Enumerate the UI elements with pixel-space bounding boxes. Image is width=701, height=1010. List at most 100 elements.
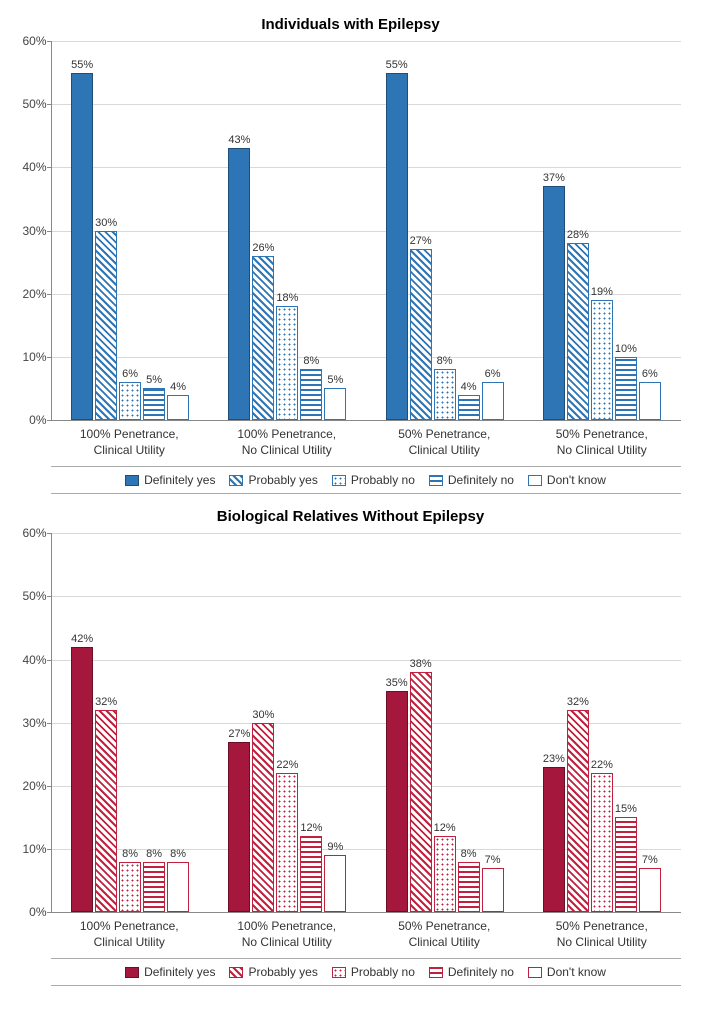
bar <box>639 868 661 912</box>
xlabel: 100% Penetrance,Clinical Utility <box>51 913 209 950</box>
bar-value-label: 10% <box>615 343 637 355</box>
bar-value-label: 42% <box>71 633 93 645</box>
bar <box>543 767 565 912</box>
bar <box>591 773 613 912</box>
bar-wrap: 7% <box>482 533 504 912</box>
bar <box>615 817 637 912</box>
ytick-label: 30% <box>12 224 47 238</box>
bar <box>458 862 480 913</box>
bar-wrap: 43% <box>228 41 250 420</box>
bar-wrap: 10% <box>615 41 637 420</box>
legend-label: Probably no <box>351 965 415 979</box>
bar-value-label: 19% <box>591 286 613 298</box>
bar-group: 23%32%22%15%7% <box>523 533 680 912</box>
bar <box>119 382 141 420</box>
bar-wrap: 22% <box>591 533 613 912</box>
legend-label: Don't know <box>547 473 606 487</box>
ytick-label: 50% <box>12 97 47 111</box>
bar-value-label: 26% <box>252 242 274 254</box>
ytick-label: 60% <box>12 526 47 540</box>
bar-wrap: 55% <box>71 41 93 420</box>
bar-group: 43%26%18%8%5% <box>209 41 366 420</box>
chart-epilepsy-xlabels: 100% Penetrance,Clinical Utility100% Pen… <box>51 421 681 458</box>
bar-value-label: 28% <box>567 229 589 241</box>
bar-wrap: 38% <box>410 533 432 912</box>
bar <box>482 868 504 912</box>
bar-value-label: 4% <box>170 381 186 393</box>
bar-value-label: 22% <box>276 759 298 771</box>
bar <box>482 382 504 420</box>
bar-group: 55%27%8%4%6% <box>366 41 523 420</box>
ytick-label: 0% <box>12 905 47 919</box>
bar-wrap: 27% <box>410 41 432 420</box>
bar <box>434 836 456 912</box>
ytick-label: 20% <box>12 779 47 793</box>
bar <box>276 773 298 912</box>
chart-relatives-container: Biological Relatives Without Epilepsy0%1… <box>11 508 691 986</box>
bar-value-label: 6% <box>642 368 658 380</box>
bar-wrap: 8% <box>434 41 456 420</box>
bar-wrap: 23% <box>543 533 565 912</box>
bar-value-label: 8% <box>461 848 477 860</box>
legend-swatch <box>229 475 243 486</box>
legend-item: Don't know <box>528 965 606 979</box>
bar <box>228 742 250 913</box>
bar-wrap: 4% <box>458 41 480 420</box>
bar-wrap: 7% <box>639 533 661 912</box>
chart-epilepsy-title: Individuals with Epilepsy <box>11 16 691 33</box>
chart-epilepsy-groups: 55%30%6%5%4%43%26%18%8%5%55%27%8%4%6%37%… <box>52 41 681 420</box>
bar <box>95 710 117 912</box>
bar-value-label: 7% <box>642 854 658 866</box>
legend-label: Probably yes <box>248 473 317 487</box>
bar-wrap: 35% <box>386 533 408 912</box>
bar-value-label: 6% <box>122 368 138 380</box>
legend-swatch <box>429 967 443 978</box>
ytick-label: 0% <box>12 413 47 427</box>
bar <box>386 691 408 912</box>
legend-item: Probably no <box>332 965 415 979</box>
bar <box>276 306 298 420</box>
bar-value-label: 27% <box>228 728 250 740</box>
bar-value-label: 5% <box>146 374 162 386</box>
xlabel: 50% Penetrance,Clinical Utility <box>366 421 524 458</box>
bar <box>615 357 637 420</box>
bar <box>252 256 274 420</box>
bar <box>119 862 141 913</box>
bar <box>410 249 432 420</box>
bar-value-label: 15% <box>615 803 637 815</box>
legend-item: Probably no <box>332 473 415 487</box>
bar-wrap: 30% <box>95 41 117 420</box>
bar <box>300 836 322 912</box>
legend-item: Definitely no <box>429 473 514 487</box>
legend-swatch <box>332 967 346 978</box>
bar-value-label: 32% <box>95 696 117 708</box>
bar-value-label: 12% <box>434 822 456 834</box>
bar <box>591 300 613 420</box>
bar-value-label: 37% <box>543 172 565 184</box>
legend-swatch <box>429 475 443 486</box>
bar-wrap: 22% <box>276 533 298 912</box>
bar-wrap: 8% <box>458 533 480 912</box>
bar-wrap: 37% <box>543 41 565 420</box>
bar-wrap: 6% <box>119 41 141 420</box>
bar-wrap: 6% <box>639 41 661 420</box>
bar-value-label: 5% <box>327 374 343 386</box>
legend-item: Probably yes <box>229 473 317 487</box>
bar-group: 37% 28% 19% 10% 6% <box>523 41 680 420</box>
chart-relatives-legend: Definitely yes Probably yes Probably no Def… <box>51 958 681 986</box>
bar-value-label: 8% <box>146 848 162 860</box>
legend-label: Definitely yes <box>144 965 215 979</box>
bar-wrap: 32% <box>95 533 117 912</box>
legend-label: Definitely no <box>448 965 514 979</box>
chart-relatives-plot-area: 0%10%20%30%40%50%60%42%32%8%8%8%27%30%22… <box>51 533 681 913</box>
legend-item: Definitely yes <box>125 965 215 979</box>
ytick-label: 40% <box>12 160 47 174</box>
bar-wrap: 6% <box>482 41 504 420</box>
legend-item: Probably yes <box>229 965 317 979</box>
legend-swatch <box>528 967 542 978</box>
bar-value-label: 8% <box>122 848 138 860</box>
bar-value-label: 8% <box>170 848 186 860</box>
bar <box>567 243 589 420</box>
bar-wrap: 27% <box>228 533 250 912</box>
bar-wrap: 8% <box>300 41 322 420</box>
